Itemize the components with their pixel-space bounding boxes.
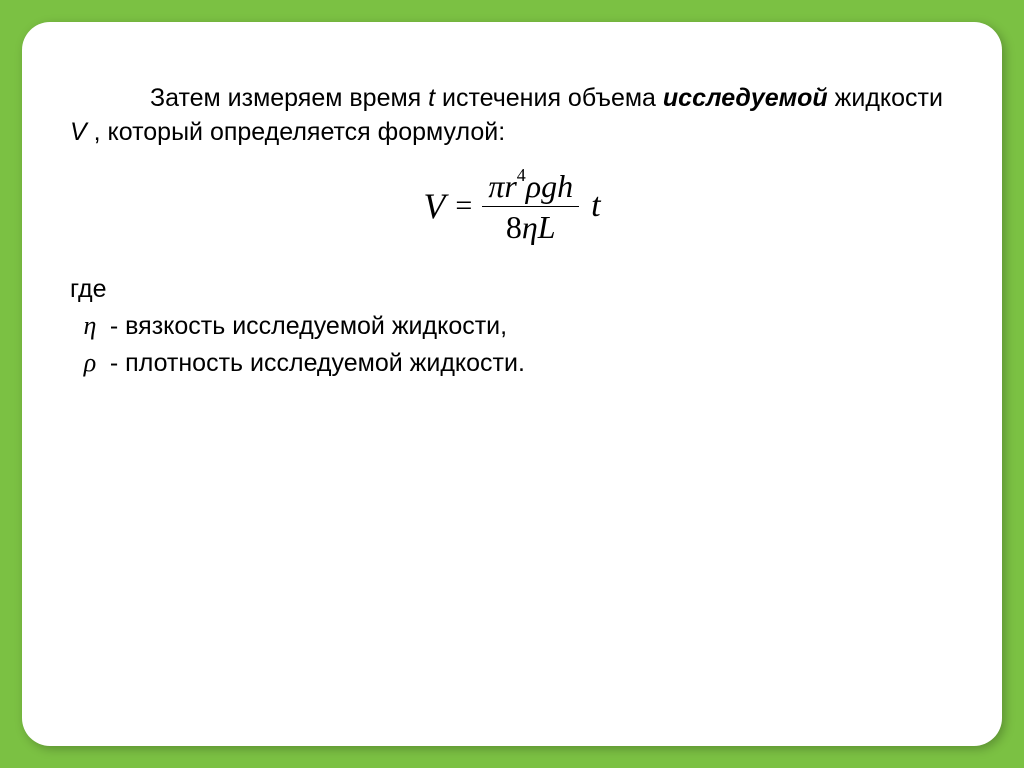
slide-card: Затем измеряем время t истечения объема … [22,22,1002,746]
definitions-block: где η - вязкость исследуемой жидкости, ρ… [70,271,954,383]
formula-lhs: V [423,185,445,227]
fraction-bar [482,206,579,207]
intro-text-2: истечения объема [435,84,663,112]
symbol-v-inline: V [70,118,87,146]
symbol-eta: η [77,307,103,345]
den-eta: η [522,209,538,245]
formula-denominator: 8ηL [500,209,562,245]
num-g: g [541,168,557,204]
def-rho-line: ρ - плотность исследуемой жидкости. [70,344,954,382]
formula-fraction: πr4ρgh 8ηL [482,168,579,245]
den-8: 8 [506,209,522,245]
intro-paragraph: Затем измеряем время t истечения объема … [70,82,954,150]
formula-numerator: πr4ρgh [482,168,579,204]
num-h: h [557,168,573,204]
emphasized-word: исследуемой [663,84,828,112]
num-rho: ρ [526,168,541,204]
num-r: r [504,168,516,204]
def-eta-line: η - вязкость исследуемой жидкости, [70,307,954,345]
formula-equals: = [455,189,472,223]
def-eta-text: - вязкость исследуемой жидкости, [103,312,507,340]
formula: V = πr4ρgh 8ηL t [423,168,600,245]
formula-trailing-t: t [591,187,600,225]
num-pi: π [488,168,504,204]
formula-block: V = πr4ρgh 8ηL t [70,168,954,245]
intro-text-4: , который определяется формулой: [87,118,505,146]
intro-text-1: Затем измеряем время [150,84,428,112]
def-rho-text: - плотность исследуемой жидкости. [103,349,525,377]
num-r-exp: 4 [517,165,526,185]
den-L: L [538,209,556,245]
symbol-rho: ρ [77,344,103,382]
where-label: где [70,271,954,307]
intro-text-3: жидкости [828,84,943,112]
